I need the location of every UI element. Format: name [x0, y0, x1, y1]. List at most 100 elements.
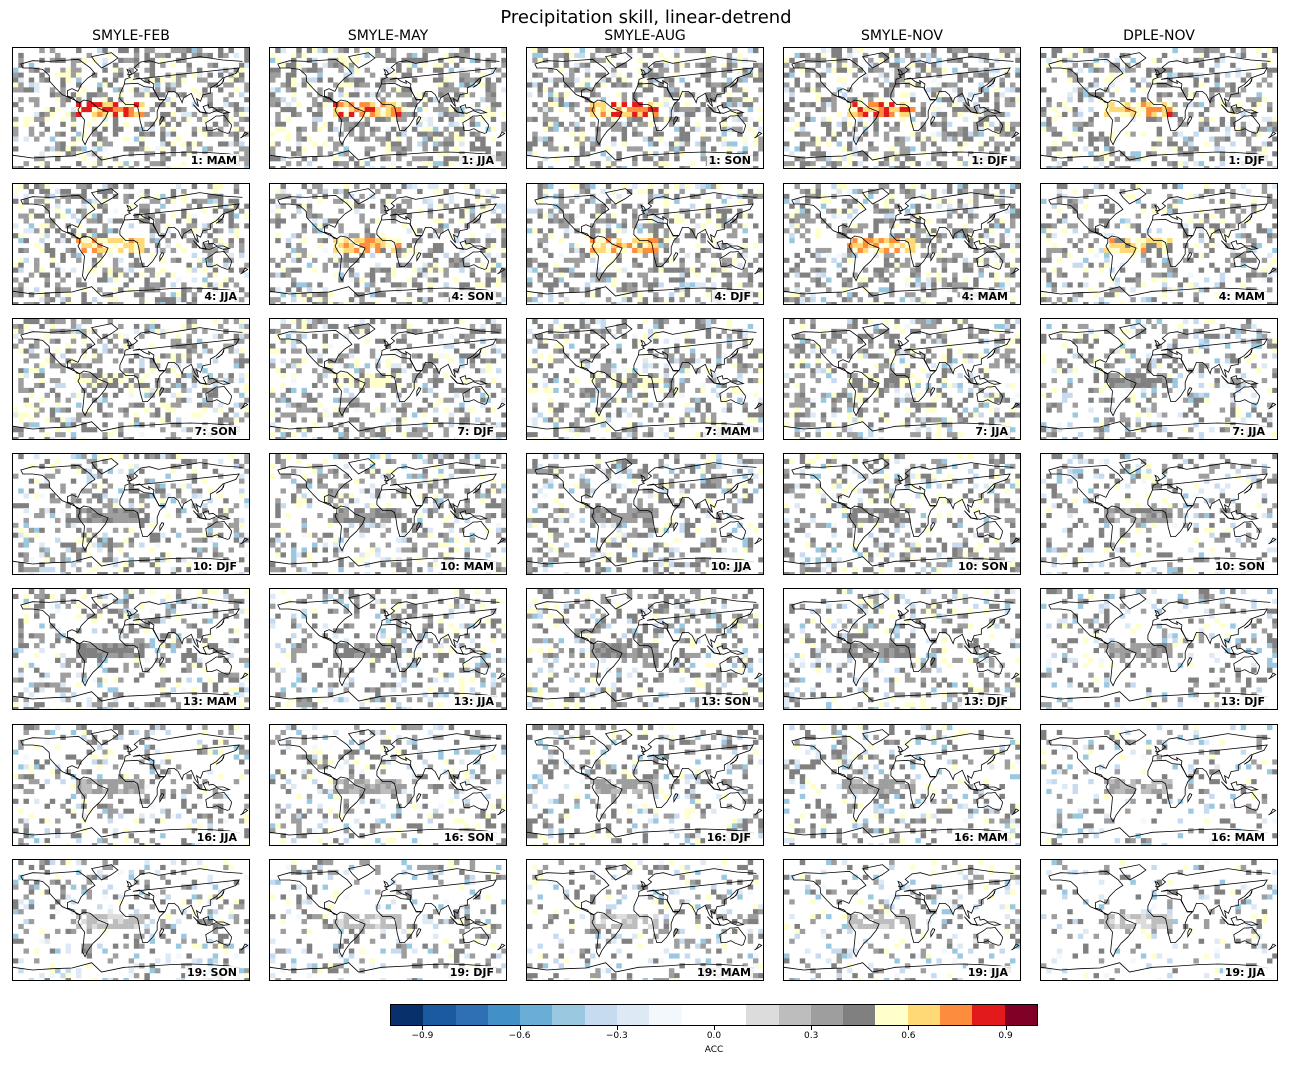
acc-cell	[946, 282, 953, 288]
acc-cell	[438, 131, 444, 137]
acc-cell	[584, 252, 591, 258]
acc-cell	[563, 267, 570, 273]
acc-cell	[285, 161, 292, 167]
acc-cell	[301, 228, 307, 234]
acc-cell	[805, 131, 811, 137]
acc-cell	[815, 57, 821, 63]
acc-cell	[139, 287, 145, 293]
acc-cell	[852, 272, 858, 278]
acc-cell	[962, 48, 969, 54]
acc-cell	[684, 166, 691, 168]
acc-cell	[453, 203, 460, 209]
acc-cell	[542, 233, 549, 239]
acc-cell	[637, 48, 643, 54]
acc-cell	[632, 262, 638, 268]
acc-cell	[815, 267, 821, 273]
acc-cell	[181, 282, 187, 288]
acc-cell	[1088, 218, 1094, 224]
acc-cell	[558, 208, 564, 214]
acc-cell	[1214, 223, 1220, 229]
acc-cell	[354, 116, 360, 122]
acc-cell	[285, 238, 292, 244]
acc-cell	[1046, 233, 1052, 239]
acc-cell	[1009, 262, 1016, 268]
acc-cell	[233, 228, 240, 234]
acc-cell	[165, 52, 171, 59]
acc-cell	[904, 151, 911, 157]
acc-cell	[1093, 67, 1100, 73]
acc-cell	[280, 126, 286, 132]
acc-cell	[810, 166, 816, 168]
acc-cell	[663, 203, 670, 209]
acc-cell	[296, 233, 302, 239]
acc-cell	[139, 87, 145, 93]
acc-cell	[453, 136, 460, 142]
acc-cell	[563, 72, 570, 78]
acc-cell	[820, 48, 827, 54]
acc-cell	[847, 146, 853, 152]
acc-cell	[616, 238, 622, 244]
acc-cell	[154, 48, 161, 54]
acc-cell	[632, 238, 638, 244]
acc-cell	[448, 121, 455, 127]
acc-cell	[1193, 102, 1199, 108]
acc-cell	[175, 77, 182, 83]
acc-cell	[128, 252, 135, 258]
acc-cell	[994, 131, 1000, 137]
acc-cell	[396, 252, 402, 258]
acc-cell	[86, 102, 93, 108]
acc-cell	[841, 277, 848, 283]
acc-cell	[632, 92, 638, 98]
acc-cell	[501, 238, 506, 244]
acc-cell	[841, 257, 848, 263]
antarctica-coastline	[527, 150, 754, 161]
acc-cell	[988, 72, 995, 78]
acc-cell	[217, 72, 224, 78]
acc-cell	[653, 193, 659, 199]
acc-cell	[868, 107, 874, 113]
acc-cell	[721, 82, 727, 88]
acc-cell	[988, 121, 995, 127]
acc-cell	[112, 218, 119, 224]
acc-cell	[1251, 146, 1257, 152]
acc-cell	[133, 87, 140, 93]
acc-cell	[44, 292, 50, 298]
acc-cell	[726, 102, 733, 108]
coastline	[215, 77, 225, 88]
acc-cell	[537, 136, 543, 142]
acc-cell	[941, 131, 948, 137]
acc-cell	[128, 151, 135, 157]
acc-cell	[616, 243, 622, 249]
acc-cell	[957, 198, 963, 204]
acc-cell	[406, 62, 413, 68]
acc-cell	[301, 146, 307, 152]
acc-cell	[647, 141, 654, 147]
acc-cell	[1266, 238, 1273, 244]
acc-cell	[333, 102, 339, 108]
acc-cell	[1156, 126, 1163, 132]
acc-cell	[301, 238, 307, 244]
acc-cell	[1256, 146, 1262, 152]
acc-cell	[1261, 184, 1268, 190]
acc-cell	[495, 302, 502, 304]
acc-cell	[228, 228, 234, 234]
acc-cell	[60, 87, 66, 93]
acc-cell	[13, 146, 19, 152]
acc-cell	[836, 141, 843, 147]
acc-cell	[1125, 193, 1131, 199]
acc-cell	[742, 146, 748, 152]
acc-cell	[1062, 136, 1068, 142]
acc-cell	[396, 102, 402, 108]
acc-cell	[805, 247, 811, 254]
acc-cell	[542, 282, 549, 288]
acc-cell	[883, 218, 890, 224]
acc-cell	[301, 156, 307, 162]
acc-cell	[375, 126, 381, 132]
acc-cell	[700, 131, 706, 137]
acc-cell	[925, 233, 932, 239]
acc-cell	[480, 116, 486, 122]
acc-cell	[97, 213, 103, 219]
acc-cell	[144, 77, 150, 83]
acc-cell	[448, 116, 455, 122]
acc-cell	[883, 136, 890, 142]
